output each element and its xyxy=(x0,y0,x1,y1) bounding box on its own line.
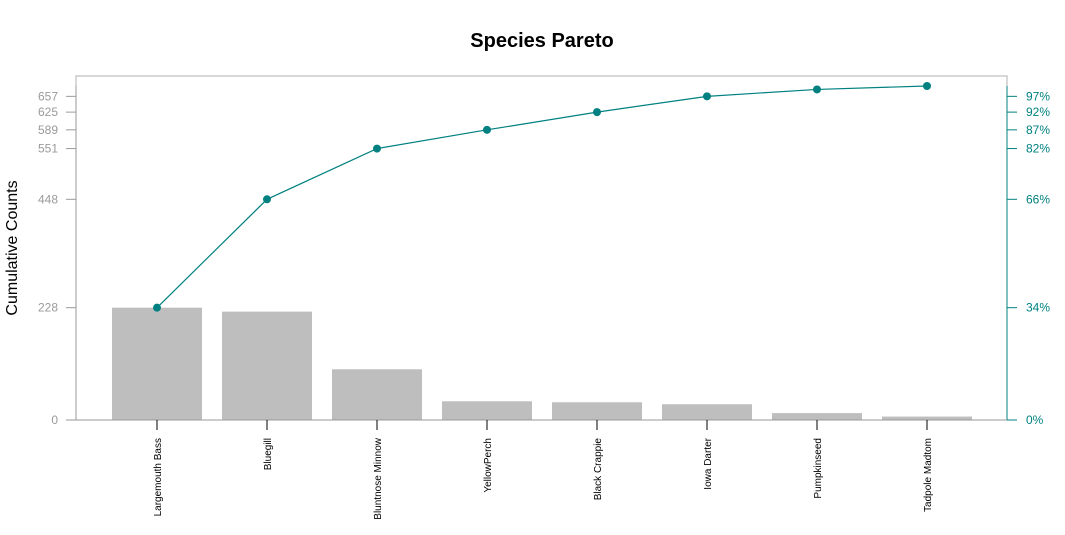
bar xyxy=(772,413,862,420)
left-tick-label: 228 xyxy=(38,301,58,315)
x-axis: Largemouth Bass Bluegill Bluntnose Minnow Y… xyxy=(66,419,1007,520)
bar xyxy=(552,402,642,420)
right-axis: 0% 34% 66% 82% 87% 92% 97% xyxy=(1006,86,1050,427)
bar xyxy=(442,401,532,420)
bar xyxy=(882,416,972,420)
left-tick-label: 0 xyxy=(51,413,58,427)
right-tick-label: 87% xyxy=(1026,123,1050,137)
cumulative-point xyxy=(593,108,601,117)
x-tick-label: Iowa Darter xyxy=(703,437,714,489)
left-tick-label: 448 xyxy=(38,192,58,206)
cumulative-point xyxy=(373,144,381,153)
left-axis: 0 228 448 551 589 625 657 xyxy=(38,86,77,427)
y-axis-label: Cumulative Counts xyxy=(4,180,21,315)
left-tick-label: 551 xyxy=(38,142,58,156)
cumulative-line xyxy=(156,85,928,309)
plot-area-border xyxy=(75,75,1008,421)
left-tick-label: 657 xyxy=(38,89,58,103)
x-tick-label: Pumpkinseed xyxy=(813,438,824,499)
cumulative-point xyxy=(483,125,491,134)
left-tick-label: 625 xyxy=(38,105,58,119)
x-tick-label: Black Crappie xyxy=(593,438,604,501)
cumulative-line-group xyxy=(153,82,931,312)
cumulative-point xyxy=(813,85,821,94)
bar xyxy=(112,307,202,420)
right-tick-label: 92% xyxy=(1026,105,1050,119)
x-tick-label: Tadpole Madtom xyxy=(923,438,934,512)
cumulative-point xyxy=(263,195,271,204)
x-tick-label: Bluegill xyxy=(263,438,274,470)
x-tick-label: Bluntnose Minnow xyxy=(373,437,384,519)
chart-title: Species Pareto xyxy=(470,30,613,52)
bar xyxy=(222,311,312,420)
cumulative-point xyxy=(923,82,931,90)
left-tick-label: 589 xyxy=(38,123,58,137)
x-tick-label: Largemouth Bass xyxy=(153,438,164,516)
cumulative-point xyxy=(153,303,161,312)
bars-group xyxy=(112,307,972,420)
x-tick-label: YellowPerch xyxy=(483,438,494,493)
right-tick-label: 66% xyxy=(1026,192,1050,206)
right-tick-label: 82% xyxy=(1026,142,1050,156)
right-tick-label: 34% xyxy=(1026,301,1050,315)
right-tick-label: 97% xyxy=(1026,89,1050,103)
bar xyxy=(332,369,422,420)
bar xyxy=(662,404,752,420)
cumulative-point xyxy=(703,92,711,101)
right-tick-label: 0% xyxy=(1026,413,1044,427)
